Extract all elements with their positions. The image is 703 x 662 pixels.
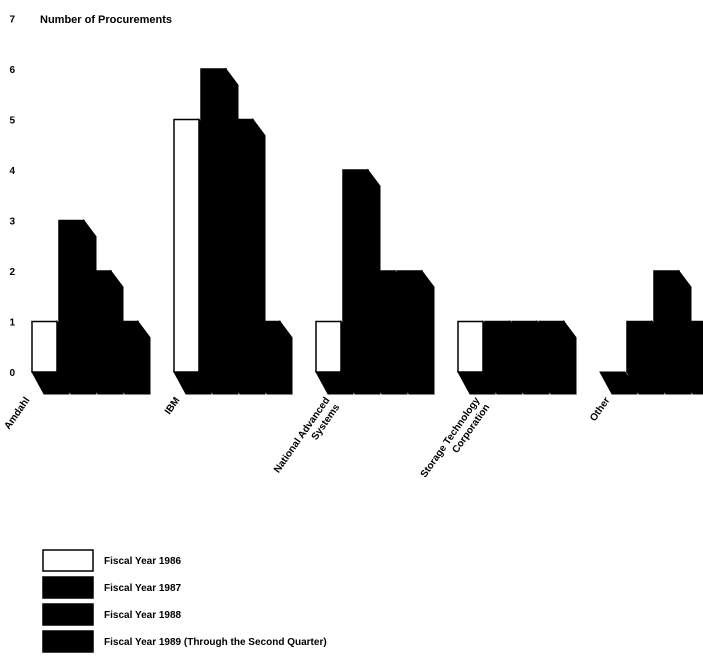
legend-swatch-2 — [42, 603, 94, 626]
category-label-1: IBM — [163, 395, 183, 416]
category-label-4: Other — [588, 395, 612, 423]
svg-text:Amdahl: Amdahl — [2, 395, 32, 432]
legend-swatch-1 — [42, 576, 94, 599]
legend-item-3: Fiscal Year 1989 (Through the Second Qua… — [42, 630, 327, 653]
svg-text:Storage Technology: Storage Technology — [419, 395, 483, 480]
y-axis-ticks: 0 1 2 3 4 5 6 7 — [9, 15, 15, 380]
y-tick-label-5: 5 — [9, 116, 15, 127]
y-tick-label-6: 6 — [9, 65, 15, 76]
bars — [31, 67, 703, 395]
y-tick-label-0: 0 — [9, 368, 15, 379]
legend-swatch-3 — [42, 630, 94, 653]
legend-label-2: Fiscal Year 1988 — [104, 610, 182, 621]
bar-1-3 — [254, 320, 293, 395]
legend-label-1: Fiscal Year 1987 — [104, 583, 182, 594]
bar-0-3 — [112, 320, 151, 395]
category-label-0: Amdahl — [2, 395, 32, 432]
y-tick-label-4: 4 — [9, 166, 15, 177]
y-tick-label-3: 3 — [9, 217, 15, 228]
legend-item-2: Fiscal Year 1988 — [42, 603, 182, 626]
y-tick-label-1: 1 — [9, 318, 15, 329]
legend-swatch-0 — [42, 549, 94, 572]
svg-text:Other: Other — [588, 395, 612, 423]
legend: Fiscal Year 1986 Fiscal Year 1987 Fiscal Y… — [42, 549, 327, 653]
y-tick-label-7: 7 — [9, 15, 15, 26]
y-tick-label-2: 2 — [9, 267, 15, 278]
bar-0-2 — [85, 269, 124, 395]
svg-text:IBM: IBM — [163, 395, 183, 416]
legend-item-1: Fiscal Year 1987 — [42, 576, 182, 599]
y-axis-label: Number of Procurements — [40, 14, 172, 26]
legend-label-3: Fiscal Year 1989 (Through the Second Qua… — [104, 637, 327, 648]
bar-4-3 — [680, 320, 703, 395]
legend-item-0: Fiscal Year 1986 — [42, 549, 182, 572]
legend-label-0: Fiscal Year 1986 — [104, 556, 182, 567]
bar-3-3 — [538, 320, 577, 395]
bar-2-3 — [396, 269, 435, 395]
